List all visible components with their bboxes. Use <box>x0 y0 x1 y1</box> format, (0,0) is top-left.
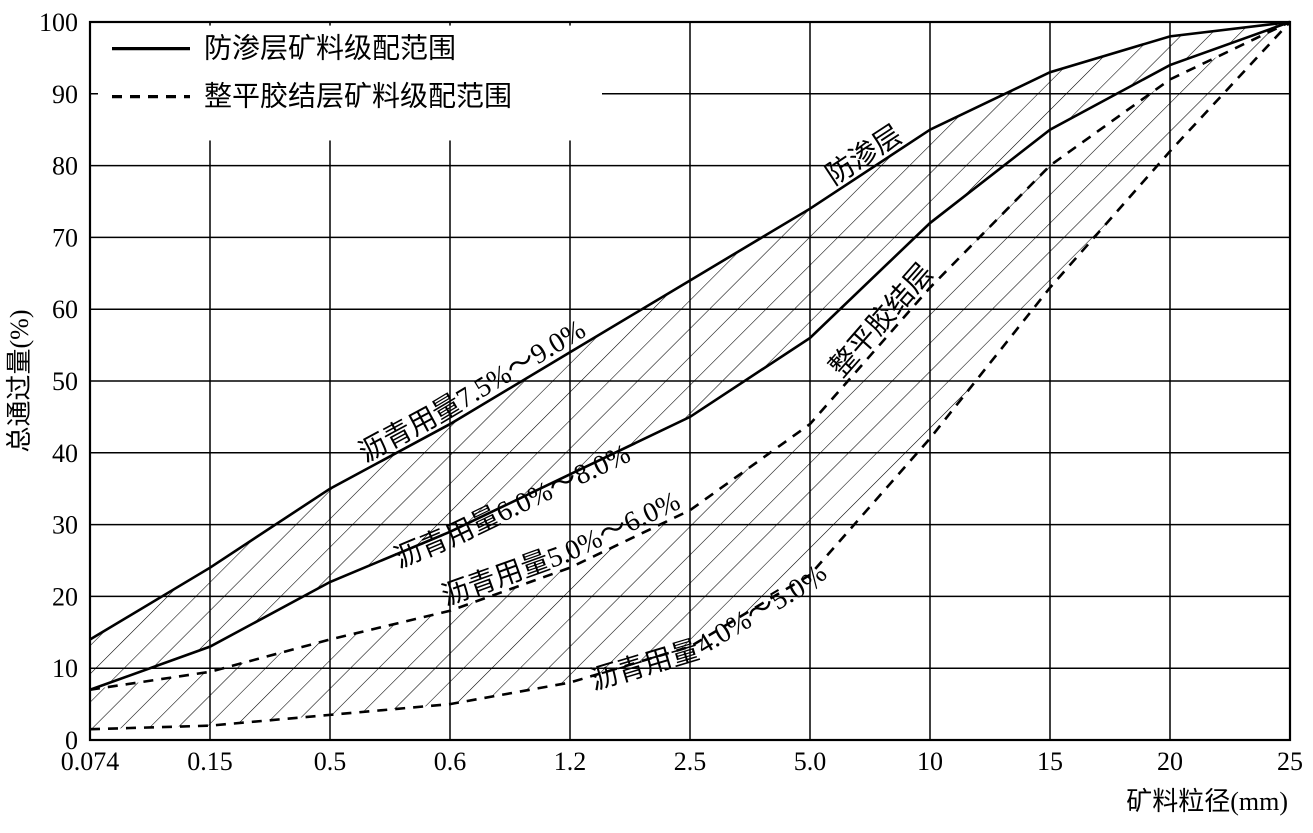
x-tick-label: 5.0 <box>794 747 827 776</box>
legend-label: 防渗层矿料级配范围 <box>204 33 456 65</box>
x-axis-title: 矿料粒径(mm) <box>1126 787 1288 816</box>
y-tick-label: 100 <box>39 8 78 37</box>
y-tick-label: 70 <box>52 223 78 252</box>
x-tick-label: 10 <box>917 747 943 776</box>
legend-label: 整平胶结层矿料级配范围 <box>204 81 512 113</box>
x-tick-label: 0.6 <box>434 747 467 776</box>
x-tick-label: 0.5 <box>314 747 347 776</box>
gradation-chart: 0.0740.150.50.61.22.55.01015202501020304… <box>0 0 1313 833</box>
chart-container: 0.0740.150.50.61.22.55.01015202501020304… <box>0 0 1313 833</box>
y-tick-label: 20 <box>52 582 78 611</box>
x-tick-label: 15 <box>1037 747 1063 776</box>
y-tick-label: 50 <box>52 367 78 396</box>
x-tick-label: 0.15 <box>187 747 233 776</box>
y-axis-title: 总通过量(%) <box>5 310 34 453</box>
y-tick-label: 60 <box>52 295 78 324</box>
y-tick-label: 30 <box>52 511 78 540</box>
y-tick-label: 80 <box>52 152 78 181</box>
x-tick-label: 1.2 <box>554 747 587 776</box>
x-tick-label: 20 <box>1157 747 1183 776</box>
y-tick-label: 90 <box>52 80 78 109</box>
y-tick-label: 10 <box>52 654 78 683</box>
x-tick-label: 25 <box>1277 747 1303 776</box>
x-tick-label: 2.5 <box>674 747 707 776</box>
y-tick-label: 0 <box>65 726 78 755</box>
y-tick-label: 40 <box>52 439 78 468</box>
